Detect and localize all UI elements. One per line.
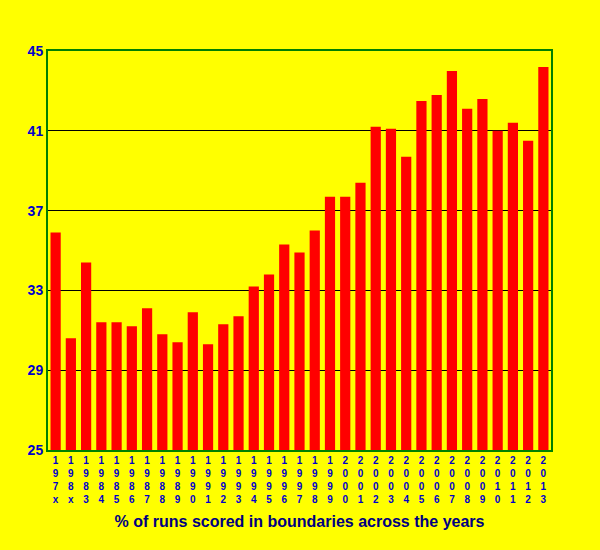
svg-text:2001: 2001	[358, 455, 364, 505]
svg-text:1999: 1999	[327, 455, 333, 505]
svg-text:33: 33	[28, 282, 44, 298]
svg-text:1991: 1991	[205, 455, 211, 505]
svg-text:2013: 2013	[541, 455, 547, 505]
svg-text:2004: 2004	[403, 455, 409, 505]
svg-text:41: 41	[28, 123, 44, 139]
svg-text:1992: 1992	[221, 455, 227, 505]
svg-text:1997: 1997	[297, 455, 303, 505]
svg-text:1993: 1993	[236, 455, 242, 505]
svg-text:1988: 1988	[160, 455, 166, 505]
svg-text:1996: 1996	[281, 455, 287, 505]
svg-text:2002: 2002	[373, 455, 379, 505]
svg-text:1994: 1994	[251, 455, 257, 505]
svg-text:37: 37	[28, 203, 44, 219]
svg-text:% of runs scored in boundaries: % of runs scored in boundaries across th…	[115, 513, 485, 530]
svg-text:197x: 197x	[53, 455, 59, 505]
svg-text:29: 29	[28, 362, 44, 378]
svg-text:2009: 2009	[480, 455, 486, 505]
svg-text:2003: 2003	[388, 455, 394, 505]
svg-text:2007: 2007	[449, 455, 455, 505]
svg-text:1990: 1990	[190, 455, 196, 505]
svg-text:2011: 2011	[510, 455, 516, 505]
svg-text:1998: 1998	[312, 455, 318, 505]
svg-text:2010: 2010	[495, 455, 501, 505]
svg-text:2012: 2012	[525, 455, 531, 505]
svg-text:25: 25	[28, 442, 44, 458]
svg-text:1983: 1983	[83, 455, 89, 505]
svg-text:1989: 1989	[175, 455, 181, 505]
svg-text:1995: 1995	[266, 455, 272, 505]
svg-text:1985: 1985	[114, 455, 120, 505]
svg-text:2006: 2006	[434, 455, 440, 505]
svg-text:2000: 2000	[342, 455, 348, 505]
svg-text:2008: 2008	[464, 455, 470, 505]
svg-text:1987: 1987	[144, 455, 150, 505]
svg-text:1984: 1984	[99, 455, 105, 505]
svg-text:198x: 198x	[68, 455, 74, 505]
svg-text:2005: 2005	[419, 455, 425, 505]
svg-text:1986: 1986	[129, 455, 135, 505]
svg-text:45: 45	[28, 43, 44, 59]
